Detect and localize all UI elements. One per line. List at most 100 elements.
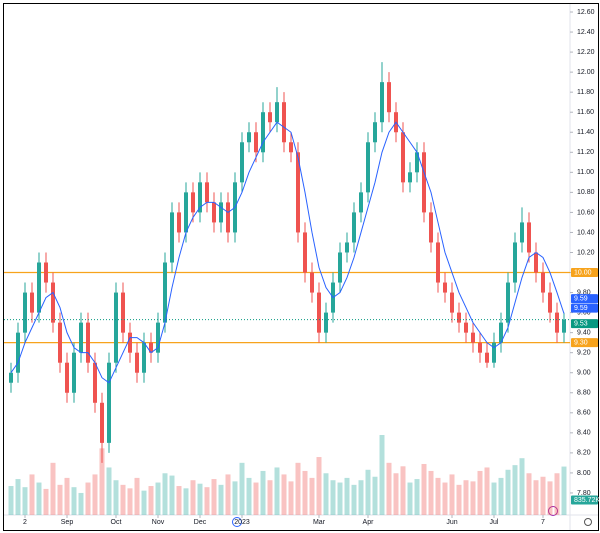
candle-body — [191, 192, 195, 213]
x-tick-label: Jun — [446, 519, 457, 526]
candle-body — [142, 342, 146, 373]
volume-bar — [197, 483, 203, 515]
volume-bar — [204, 487, 210, 515]
volume-bar — [442, 482, 448, 515]
y-tick-label: 11.20 — [577, 149, 594, 156]
candle-body — [324, 312, 328, 333]
candle-body — [366, 142, 370, 193]
volume-bar — [176, 486, 182, 515]
candle-body — [79, 322, 83, 353]
y-tick-label: 8.80 — [577, 390, 591, 397]
candle-body — [555, 312, 559, 333]
volume-bar — [71, 487, 77, 515]
volume-bar — [50, 462, 56, 515]
y-tick-label: 7.80 — [577, 490, 591, 497]
candle-body — [415, 152, 419, 173]
x-tick-label: Mar — [313, 519, 326, 526]
event-icon[interactable] — [232, 517, 242, 527]
y-tick-label: 10.80 — [577, 189, 595, 196]
y-tick-label: 8.20 — [577, 450, 591, 457]
candle-body — [149, 342, 153, 353]
volume-bar — [141, 490, 147, 515]
volume-bar — [64, 477, 70, 515]
candle-body — [184, 192, 188, 233]
candle-body — [373, 122, 377, 143]
volume-bar — [36, 482, 42, 515]
candle-body — [275, 102, 279, 123]
volume-bar — [43, 488, 49, 515]
volume-bar — [106, 467, 112, 515]
y-tick-label: 12.40 — [577, 29, 595, 36]
y-tick-label: 8.00 — [577, 470, 591, 477]
y-tick-label: 9.60 — [577, 309, 591, 316]
volume-bar — [547, 481, 553, 515]
y-tick-label: 9.80 — [577, 289, 591, 296]
candle-body — [499, 322, 503, 343]
volume-bar — [127, 488, 133, 515]
candle-body — [310, 272, 314, 293]
moving-average — [10, 121, 565, 384]
volume-bar — [463, 480, 469, 515]
candle-body — [58, 322, 62, 363]
candle-body — [107, 362, 111, 443]
candle-body — [247, 132, 251, 143]
y-tick-label: 11.60 — [577, 109, 594, 116]
volume-bar — [148, 486, 154, 515]
candle-body — [65, 362, 69, 393]
volume-bar — [533, 480, 539, 515]
price-tag-label: 835.72K — [574, 497, 600, 504]
volume-bar — [400, 466, 406, 515]
candle-body — [93, 362, 97, 403]
candle-body — [261, 112, 265, 153]
candle-body — [338, 252, 342, 283]
event-icon[interactable] — [548, 506, 558, 516]
candle-body — [478, 342, 482, 353]
candle-body — [352, 212, 356, 243]
volume-bar — [92, 474, 98, 515]
candle-body — [212, 202, 216, 223]
y-tick-label: 10.20 — [577, 249, 595, 256]
volume-bar — [134, 477, 140, 515]
volume-bar — [232, 481, 238, 515]
volume-bar — [239, 462, 245, 515]
candle-body — [240, 142, 244, 183]
volume-bar — [372, 476, 378, 515]
settings-icon[interactable] — [584, 518, 592, 526]
candle-body — [408, 172, 412, 183]
candle-body — [156, 322, 160, 353]
price-tag-label: 9.30 — [574, 340, 588, 347]
candle-body — [534, 252, 538, 273]
x-tick-label: 2 — [23, 519, 27, 526]
x-tick-label: Sep — [61, 519, 74, 526]
volume-bar — [414, 479, 420, 515]
volume-bar — [246, 477, 252, 515]
x-tick-label: 2023 — [234, 519, 250, 526]
volume-bar — [456, 484, 462, 515]
candle-body — [562, 319, 566, 333]
volume-bar — [498, 477, 504, 515]
x-tick-label: Nov — [152, 519, 165, 526]
price-tag-label: 9.59 — [574, 295, 588, 302]
y-tick-label: 8.60 — [577, 410, 591, 417]
volume-bar — [113, 480, 119, 515]
candle-body — [226, 202, 230, 233]
volume-bar — [519, 458, 525, 515]
volume-bar — [225, 474, 231, 515]
x-tick-label: Dec — [194, 519, 207, 526]
volume-bar — [22, 487, 28, 515]
candle-body — [268, 112, 272, 123]
candle-body — [513, 242, 517, 283]
price-tag — [571, 495, 598, 505]
frame — [3, 3, 599, 531]
candle-body — [380, 82, 384, 123]
x-tick-label: 7 — [541, 519, 545, 526]
candle-body — [30, 292, 34, 313]
volume-bar — [337, 482, 343, 515]
candle-body — [135, 352, 139, 373]
candle-body — [44, 262, 48, 283]
volume-bar — [78, 492, 84, 515]
candle-body — [289, 142, 293, 153]
candle-body — [436, 242, 440, 283]
price-tag-label: 9.53 — [574, 320, 588, 327]
volume-bar — [379, 435, 385, 515]
